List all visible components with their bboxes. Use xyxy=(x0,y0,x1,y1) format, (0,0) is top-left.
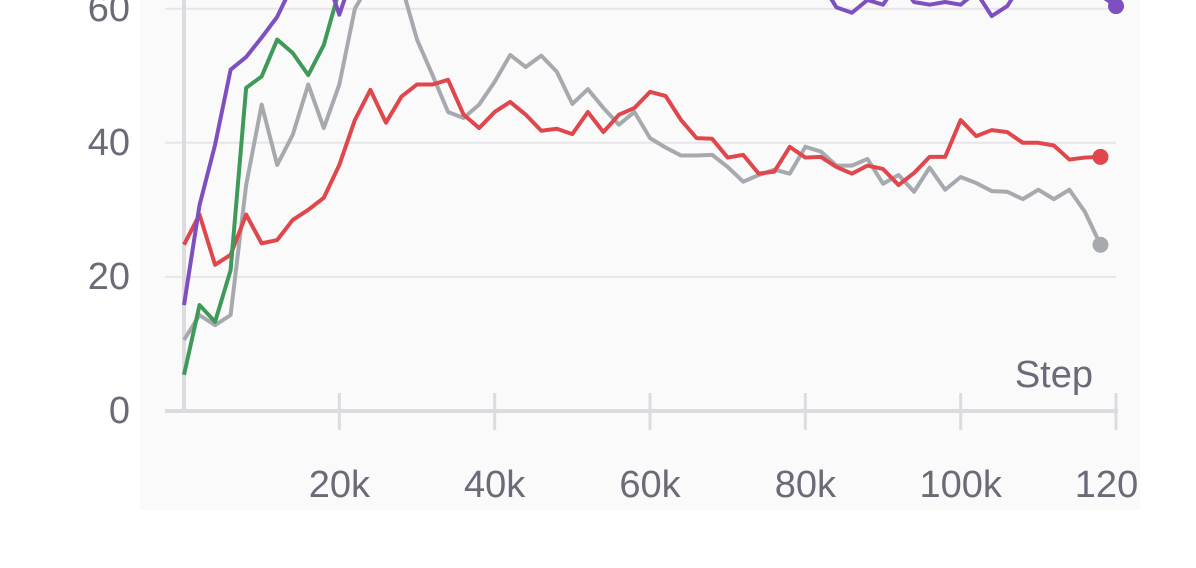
panel-background xyxy=(140,0,1140,510)
x-tick-label: 100k xyxy=(919,464,1002,506)
series-line xyxy=(182,0,1118,306)
end-point xyxy=(1108,0,1124,15)
x-tick-label: 120k xyxy=(1075,464,1158,506)
axes xyxy=(165,0,1118,430)
series-line xyxy=(182,0,1103,341)
y-tick-label: 20 xyxy=(88,256,130,298)
x-tick-label: 40k xyxy=(464,464,526,506)
x-tick-label: 80k xyxy=(775,464,837,506)
series-line xyxy=(182,0,339,376)
y-tick-label: 40 xyxy=(88,122,130,164)
x-tick-label: 60k xyxy=(619,464,681,506)
series-line xyxy=(182,77,1101,267)
y-tick-label: 60 xyxy=(88,0,130,30)
x-axis-label: Step xyxy=(1015,354,1093,396)
lines xyxy=(182,0,1118,376)
x-tick-label: 20k xyxy=(309,464,371,506)
labels: 0 20 40 60 20k 40k 60k 80k 100k 120k xyxy=(88,0,1158,506)
end-point xyxy=(1092,236,1109,253)
end-point xyxy=(1092,148,1109,165)
y-tick-label: 0 xyxy=(109,390,130,432)
